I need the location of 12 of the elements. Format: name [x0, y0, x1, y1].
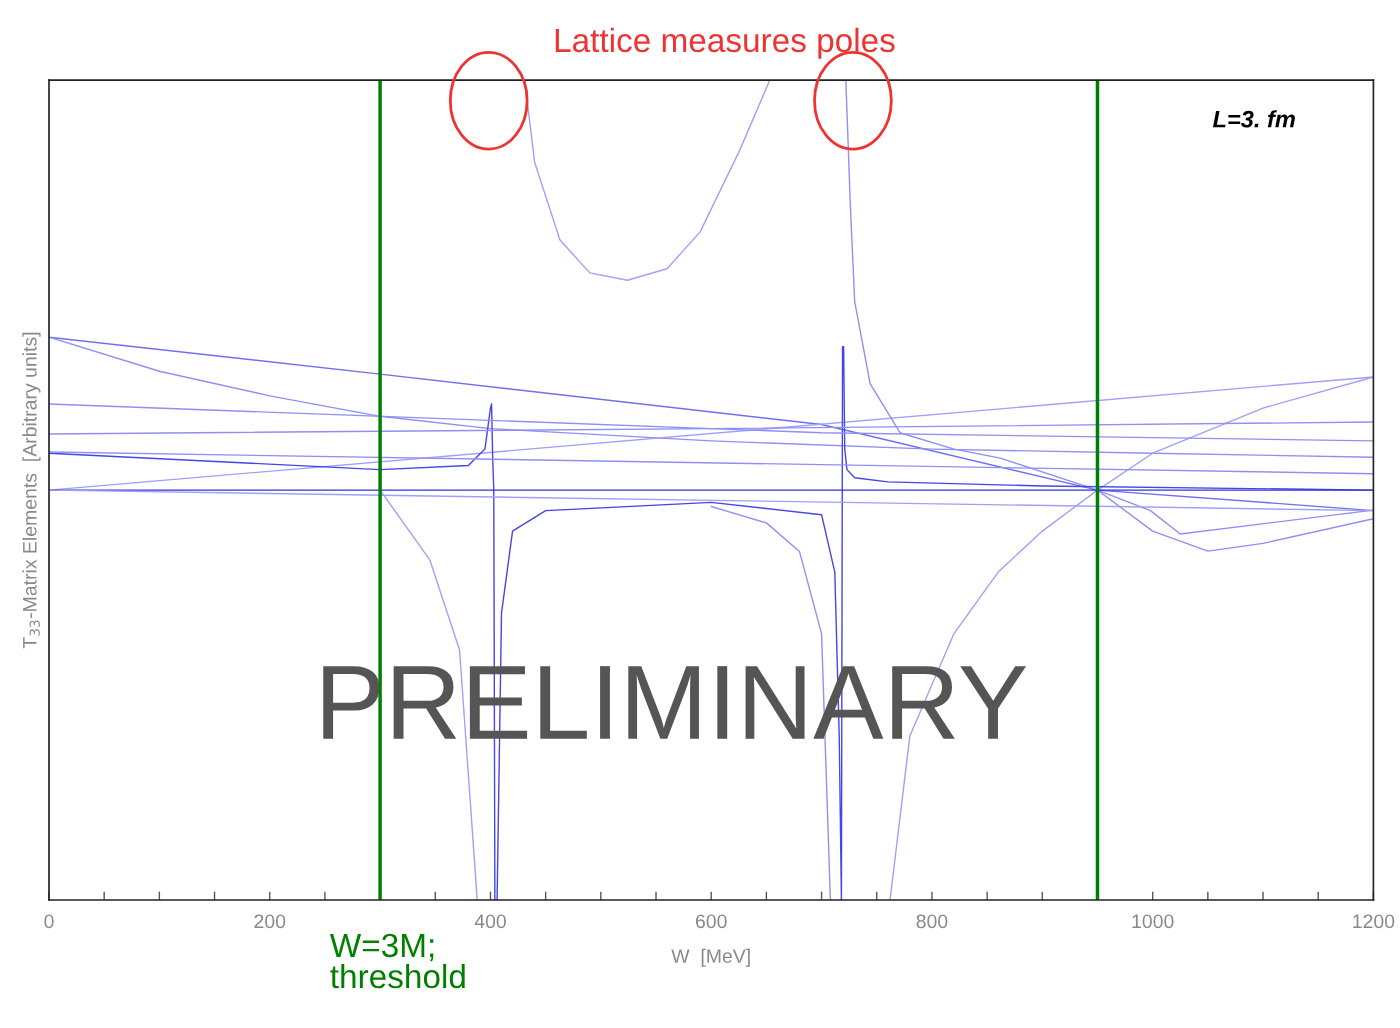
x-tick-label: 1200	[1353, 914, 1395, 929]
x-tick-label: 800	[916, 914, 948, 929]
x-tick-label: 400	[474, 914, 506, 929]
text: W=3M; threshold	[329, 933, 465, 989]
y-axis-title: T$_{33}$-Matrix Elements [Arbitrary units]	[22, 332, 41, 649]
text: Lattice measures poles	[555, 27, 895, 59]
x-tick-label: 600	[695, 914, 727, 929]
x-tick-label: 200	[254, 914, 286, 929]
x-tick-label: 1000	[1132, 914, 1174, 929]
x-axis-title: W [MeV]	[671, 948, 750, 967]
annotation: L=3. fm	[1212, 110, 1295, 128]
x-tick-label: 0	[44, 914, 54, 929]
